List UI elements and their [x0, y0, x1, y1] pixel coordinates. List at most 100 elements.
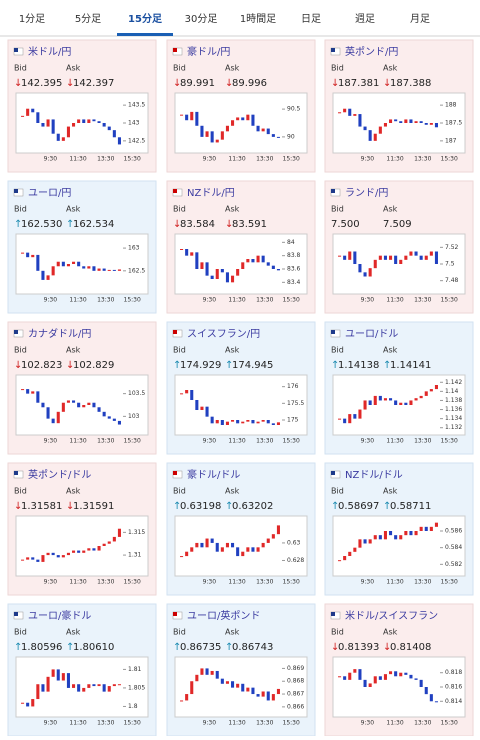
candle [236, 420, 240, 424]
tab[interactable]: 月足 [410, 13, 430, 25]
mini-chart [174, 92, 308, 154]
candle [225, 542, 229, 548]
x-tick-label: 11:30 [69, 156, 86, 163]
candle [107, 269, 111, 271]
candle [72, 123, 76, 127]
x-tick-label: 13:30 [256, 720, 273, 727]
ask-value: 0.86743 [232, 642, 273, 653]
x-tick-label: 15:30 [441, 156, 458, 163]
bid-value: 1.31581 [21, 501, 62, 512]
candle [414, 251, 418, 256]
bid-label: Bid [331, 346, 344, 355]
candle [266, 262, 270, 266]
candle [394, 400, 398, 405]
y-tick-label: 1.132 [445, 424, 462, 431]
tab[interactable]: 15分足 [128, 12, 163, 25]
pair-title[interactable]: NZドル/ドル [345, 470, 403, 481]
tab[interactable]: 1分足 [19, 13, 45, 25]
bid-label: Bid [331, 487, 344, 496]
candle [56, 411, 60, 424]
pair-title[interactable]: カナダドル/円 [28, 327, 91, 340]
pair-title[interactable]: 米ドル/円 [28, 45, 71, 58]
pair-title[interactable]: スイスフラン/円 [187, 328, 260, 340]
candle [419, 679, 423, 687]
candle [261, 542, 265, 548]
x-tick-label: 15:30 [283, 297, 300, 304]
x-tick-label: 11:30 [228, 297, 245, 304]
x-tick-label: 11:30 [69, 720, 86, 727]
candle [373, 676, 377, 684]
pair-title[interactable]: 英ポンド/円 [345, 45, 398, 58]
y-tick-label: 163 [128, 245, 140, 252]
candle [82, 550, 86, 553]
candle [21, 702, 25, 704]
bid-value: 0.63198 [180, 501, 221, 512]
pair-title[interactable]: 米ドル/スイスフラン [345, 609, 438, 622]
y-tick-label: 1.8 [128, 703, 138, 710]
candle [434, 701, 438, 703]
candle [107, 686, 111, 692]
candle [266, 128, 270, 135]
candle [348, 251, 352, 260]
candle [82, 119, 86, 123]
pair-title[interactable]: ユーロ/英ポンド [187, 609, 260, 622]
pair-title[interactable]: ユーロ/ドル [345, 329, 398, 340]
candle [399, 121, 403, 123]
pair-title[interactable]: 豪ドル/ドル [187, 468, 240, 481]
y-tick-label: 1.31 [128, 552, 142, 559]
candle [200, 406, 204, 410]
x-tick-label: 11:30 [228, 438, 245, 445]
x-tick-label: 15:30 [124, 579, 141, 586]
candle [102, 684, 106, 692]
pair-title[interactable]: ランド/円 [345, 187, 388, 199]
candle [251, 114, 255, 126]
candle [368, 130, 372, 141]
candle [266, 420, 270, 424]
ask-label: Ask [383, 64, 398, 73]
flag-icon-mark [331, 330, 335, 334]
candle [92, 684, 96, 687]
direction-arrow: ↑ [331, 360, 339, 371]
x-tick-label: 9:30 [44, 438, 58, 445]
pair-title[interactable]: 英ポンド/ドル [28, 468, 91, 481]
candle [225, 421, 229, 425]
pair-title[interactable]: ユーロ/円 [28, 188, 71, 199]
x-tick-label: 15:30 [441, 720, 458, 727]
flag-icon-mark [331, 48, 335, 52]
candle [200, 125, 204, 137]
direction-arrow: ↓ [66, 78, 74, 89]
candle [383, 398, 387, 401]
y-tick-label: 176 [287, 383, 299, 390]
pair-title[interactable]: ユーロ/豪ドル [28, 609, 91, 622]
tab[interactable]: 日足 [301, 13, 321, 25]
x-tick-label: 9:30 [44, 579, 58, 586]
candle [246, 687, 250, 692]
tab[interactable]: 5分足 [75, 13, 101, 25]
candle [271, 694, 275, 701]
bid-value: 1.80596 [21, 642, 62, 653]
ask-value: 1.31591 [73, 501, 114, 512]
candle [112, 418, 116, 421]
candle [389, 531, 393, 536]
candle [87, 548, 91, 551]
x-tick-label: 13:30 [256, 438, 273, 445]
candle [231, 681, 235, 688]
candle [236, 547, 240, 557]
bid-label: Bid [173, 205, 186, 214]
candle [117, 528, 121, 537]
candle [383, 674, 387, 680]
candle [434, 385, 438, 390]
candle [236, 117, 240, 121]
pair-title[interactable]: NZドル/円 [187, 188, 235, 199]
candle [414, 398, 418, 401]
candle [373, 395, 377, 405]
y-tick-label: 83.8 [287, 252, 301, 259]
tab[interactable]: 週足 [355, 13, 375, 25]
candle [256, 694, 260, 697]
pair-title[interactable]: 豪ドル/円 [187, 45, 230, 58]
candle [102, 411, 106, 417]
tab[interactable]: 30分足 [185, 13, 218, 25]
y-tick-label: 0.816 [445, 684, 462, 691]
tab[interactable]: 1時間足 [240, 13, 276, 25]
candle [404, 119, 408, 123]
